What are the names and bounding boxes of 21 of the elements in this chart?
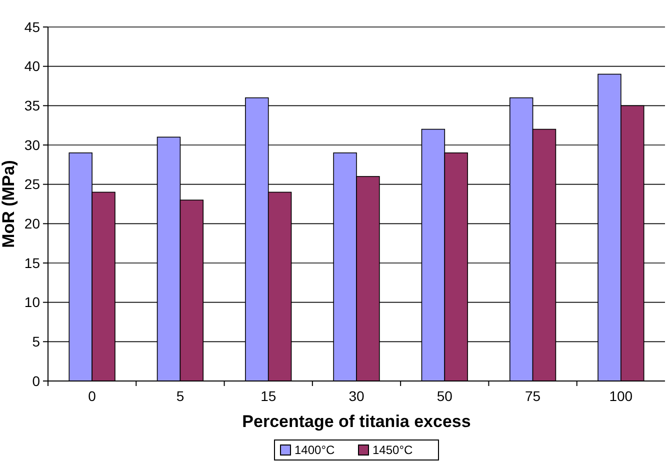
y-tick-label: 45: [24, 18, 40, 35]
y-tick-label: 20: [24, 216, 40, 232]
y-tick-label: 30: [24, 136, 40, 153]
y-axis-title: MoR (MPa): [0, 160, 18, 248]
y-tick-label: 35: [24, 98, 40, 114]
legend-label: 1450°C: [372, 443, 413, 458]
x-axis-title: Percentage of titania excess: [242, 412, 471, 431]
y-tick-label: 40: [24, 58, 40, 74]
x-tick-label: 0: [88, 388, 96, 404]
x-tick-label: 30: [348, 388, 364, 404]
y-tick-label: 25: [24, 176, 40, 192]
legend-label: 1400°C: [294, 443, 335, 458]
x-tick-label: 100: [609, 388, 633, 404]
x-tick-label: 5: [176, 388, 184, 404]
y-tick-label: 15: [24, 254, 40, 271]
y-tick-label: 0: [32, 372, 40, 389]
y-tick-label: 10: [24, 294, 40, 310]
x-tick-label: 15: [260, 388, 276, 404]
x-tick-label: 75: [524, 388, 541, 404]
x-tick-label: 50: [436, 388, 453, 404]
y-tick-label: 5: [32, 334, 40, 350]
